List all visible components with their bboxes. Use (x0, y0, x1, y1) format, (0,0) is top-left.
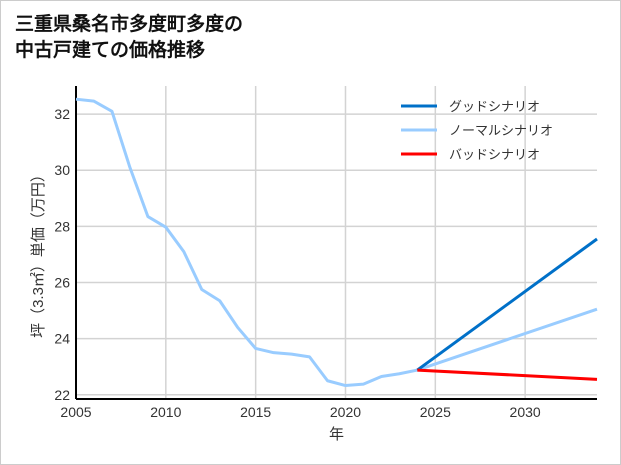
legend-label: バッドシナリオ (449, 148, 540, 163)
chart-title: 三重県桑名市多度町多度の 中古戸建ての価格推移 (15, 11, 243, 63)
x-tick-label: 2015 (240, 404, 271, 420)
y-tick-label: 22 (54, 387, 70, 403)
legend-label: グッドシナリオ (449, 100, 540, 115)
series-line-2 (417, 368, 598, 381)
x-tick-label: 2020 (330, 404, 361, 420)
y-tick-label: 26 (54, 275, 70, 291)
y-tick-label: 30 (54, 162, 70, 178)
chart-title-line1: 三重県桑名市多度町多度の (15, 13, 244, 35)
chart-title-line2: 中古戸建ての価格推移 (15, 39, 206, 61)
series-line-0 (416, 237, 598, 372)
legend-label: ノーマルシナリオ (449, 124, 553, 139)
x-tick-label: 2010 (150, 404, 181, 420)
series-line-1 (75, 97, 598, 388)
x-tick-label: 2005 (60, 404, 91, 420)
y-axis-label: 坪（3.3㎡）単価（万円） (30, 167, 47, 338)
x-axis-label: 年 (329, 426, 344, 443)
y-tick-label: 32 (54, 106, 70, 122)
y-tick-label: 24 (54, 331, 70, 347)
x-tick-label: 2030 (510, 404, 541, 420)
y-tick-label: 28 (54, 218, 70, 234)
x-tick-label: 2025 (420, 404, 451, 420)
